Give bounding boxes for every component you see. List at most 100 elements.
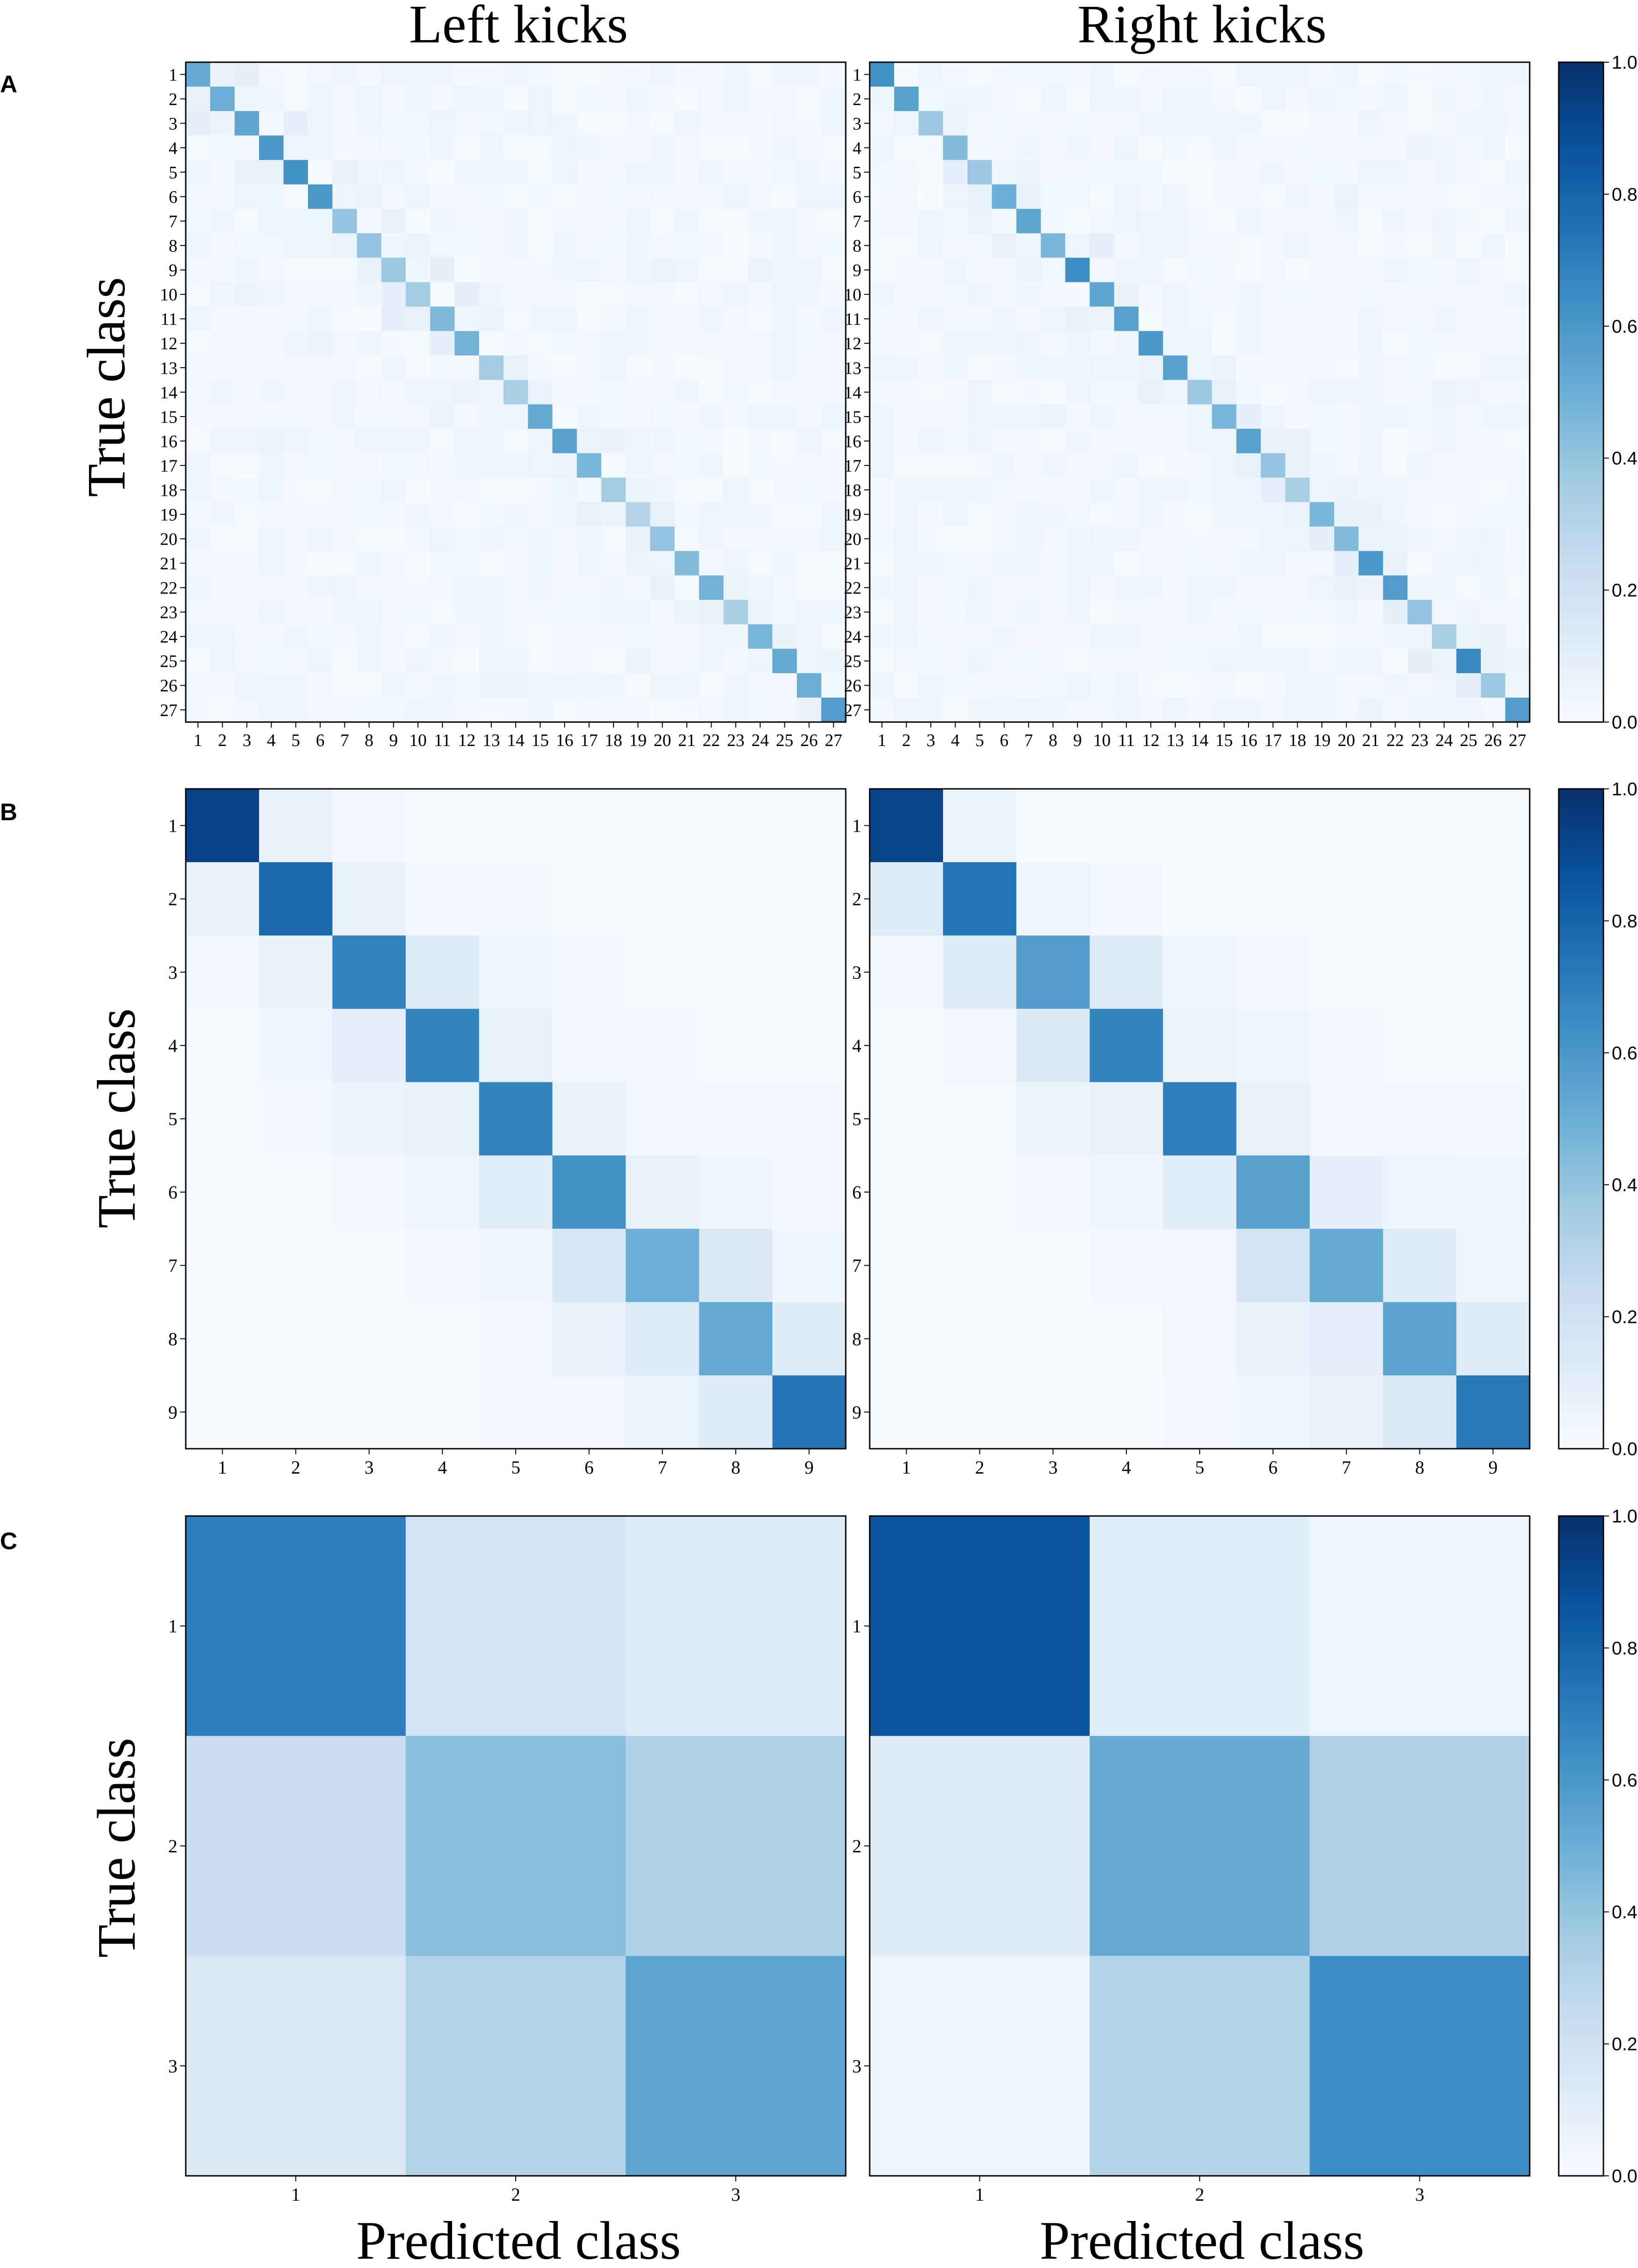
heatmap-cell <box>552 306 577 332</box>
heatmap-cell <box>406 1155 480 1229</box>
heatmap-cell <box>1212 697 1237 723</box>
heatmap-cell <box>406 789 480 863</box>
heatmap-cell <box>454 258 480 282</box>
heatmap-cell <box>1505 331 1530 356</box>
heatmap-cell <box>723 697 748 723</box>
heatmap-cell <box>625 1375 700 1449</box>
heatmap-cell <box>1309 1009 1384 1083</box>
heatmap-cell <box>186 477 211 503</box>
heatmap-cell <box>1456 160 1481 185</box>
heatmap-cell <box>821 258 846 282</box>
heatmap-cell <box>1309 575 1335 600</box>
heatmap-cell <box>577 502 602 527</box>
heatmap-cell <box>650 62 675 87</box>
heatmap-cell <box>1065 648 1090 674</box>
heatmap-cell <box>943 306 968 332</box>
y-tick-label: 20 <box>844 530 861 549</box>
heatmap-cell <box>1261 87 1286 112</box>
heatmap-cell <box>1236 184 1261 209</box>
heatmap-cell <box>406 862 480 936</box>
heatmap-cell <box>1041 258 1066 282</box>
heatmap-cell <box>625 306 651 332</box>
heatmap-cell <box>992 429 1017 454</box>
x-tick-label: 5 <box>1195 1457 1204 1478</box>
heatmap-cell <box>1505 233 1530 258</box>
heatmap-cell <box>479 233 504 258</box>
heatmap-cell <box>479 209 504 234</box>
heatmap-cell <box>1432 477 1457 503</box>
heatmap-cell <box>967 62 992 87</box>
heatmap-cell <box>1041 502 1066 527</box>
heatmap-cell <box>772 648 797 674</box>
heatmap-cell <box>1236 935 1310 1009</box>
heatmap-cell <box>601 673 626 698</box>
heatmap-cell <box>528 697 553 723</box>
heatmap-cell <box>1236 862 1310 936</box>
heatmap-cell <box>210 355 235 381</box>
y-tick-label: 25 <box>844 652 861 671</box>
heatmap-cell <box>528 453 553 478</box>
heatmap-cell <box>1261 624 1286 649</box>
heatmap-cell <box>1187 87 1213 112</box>
x-tick-label: 13 <box>483 731 500 750</box>
heatmap-cell <box>1114 258 1139 282</box>
heatmap-cell <box>601 209 626 234</box>
heatmap-cell <box>552 62 577 87</box>
heatmap-cell <box>723 258 748 282</box>
heatmap-cell <box>992 673 1017 698</box>
heatmap-cell <box>186 1375 259 1449</box>
heatmap-cell <box>552 789 626 863</box>
heatmap-cell <box>1236 1009 1310 1083</box>
heatmap-cell <box>870 1375 943 1449</box>
colorbar-tick-label: 0.2 <box>1612 1307 1638 1328</box>
heatmap-cell <box>1138 599 1164 625</box>
heatmap-cell <box>381 599 406 625</box>
heatmap-cell <box>699 160 724 185</box>
heatmap-cell <box>894 624 919 649</box>
y-tick-label: 3 <box>168 962 177 983</box>
heatmap-cell <box>430 258 455 282</box>
heatmap-cell <box>1480 526 1506 552</box>
heatmap-cell <box>699 380 724 405</box>
heatmap-cell <box>919 502 943 527</box>
heatmap-cell <box>259 1009 333 1083</box>
heatmap-cell <box>1407 575 1432 600</box>
heatmap-cell <box>796 648 822 674</box>
heatmap-cell <box>625 1736 846 1957</box>
heatmap-cell <box>894 697 919 723</box>
heatmap-cell <box>1358 111 1384 136</box>
heatmap-cell <box>894 233 919 258</box>
heatmap-cell <box>1285 575 1310 600</box>
heatmap-cell <box>674 331 700 356</box>
heatmap-cell <box>430 87 455 112</box>
heatmap-cell <box>1138 111 1164 136</box>
heatmap-cell <box>479 87 504 112</box>
heatmap-cell <box>186 404 211 429</box>
heatmap-cell <box>1138 453 1164 478</box>
y-tick-label: 9 <box>168 1402 177 1422</box>
heatmap-cell <box>430 453 455 478</box>
heatmap-cell <box>259 282 284 307</box>
heatmap-cell <box>1456 1375 1530 1449</box>
heatmap-cell <box>870 477 895 503</box>
heatmap-cell <box>1016 453 1041 478</box>
heatmap-cell <box>1261 111 1286 136</box>
heatmap-cell <box>1187 380 1213 405</box>
heatmap-cell <box>1041 306 1066 332</box>
heatmap-cell <box>406 87 430 112</box>
heatmap-cell <box>1261 429 1286 454</box>
heatmap-cell <box>723 551 748 576</box>
heatmap-cell <box>992 624 1017 649</box>
heatmap-cell <box>992 306 1017 332</box>
heatmap-cell <box>1309 477 1335 503</box>
heatmap-cell <box>699 1228 773 1303</box>
heatmap-cell <box>1285 233 1310 258</box>
heatmap-cell <box>235 111 259 136</box>
heatmap-cell <box>796 404 822 429</box>
heatmap-cell <box>186 355 211 381</box>
heatmap-cell <box>186 135 211 160</box>
heatmap-cell <box>1041 209 1066 234</box>
heatmap-cell <box>772 1082 846 1156</box>
heatmap-cell <box>357 551 382 576</box>
heatmap-cell <box>601 575 626 600</box>
